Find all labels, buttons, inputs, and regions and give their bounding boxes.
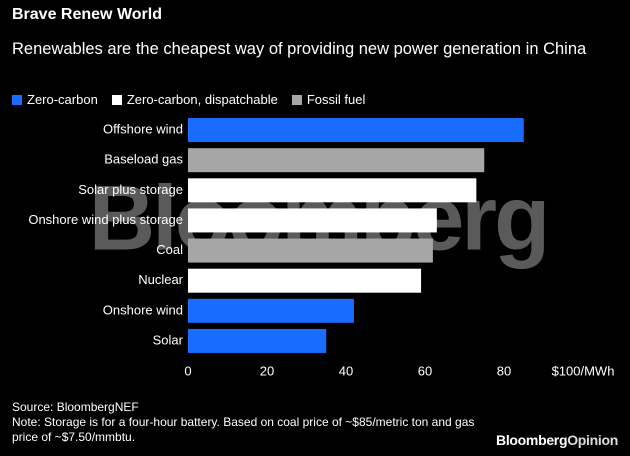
logo-main: Bloomberg [496, 432, 568, 448]
bar [188, 268, 422, 293]
chart-subtitle: Renewables are the cheapest way of provi… [12, 40, 587, 58]
y-tick-label: Onshore wind [103, 302, 183, 317]
x-tick-label: 20 [260, 363, 274, 378]
y-tick-label: Baseload gas [104, 152, 183, 167]
x-tick-label: 80 [497, 363, 511, 378]
bar [188, 118, 524, 143]
y-tick-label: Onshore wind plus storage [28, 212, 183, 227]
y-tick-label: Solar plus storage [78, 182, 183, 197]
legend-label: Zero-carbon, dispatchable [126, 92, 278, 107]
bar [188, 238, 433, 263]
note: Note: Storage is for a four-hour battery… [12, 415, 475, 444]
legend-label: Zero-carbon [27, 92, 98, 107]
legend-label: Fossil fuel [306, 92, 366, 107]
legend-swatch [12, 94, 22, 105]
legend-swatch [291, 94, 302, 105]
logo: BloombergOpinion [496, 432, 618, 448]
legend-item: Zero-carbon, dispatchable [111, 92, 278, 107]
bar [188, 148, 485, 173]
bar [188, 328, 327, 353]
y-tick-label: Coal [156, 242, 183, 257]
x-tick-label: $100/MWh [552, 363, 615, 378]
x-tick-label: 40 [339, 363, 353, 378]
bar [188, 178, 477, 203]
y-tick-label: Solar [153, 332, 184, 347]
legend-item: Fossil fuel [291, 92, 366, 107]
chart-title: Brave Renew World [12, 6, 162, 23]
x-tick-label: 60 [418, 363, 432, 378]
source: Source: BloombergNEF [12, 400, 139, 414]
legend: Zero-carbon Zero-carbon, dispatchable Foss… [12, 92, 379, 107]
bar [188, 208, 437, 233]
y-tick-label: Offshore wind [103, 122, 183, 137]
legend-swatch [111, 94, 122, 105]
y-tick-label: Nuclear [138, 272, 183, 287]
x-tick-label: 0 [184, 363, 191, 378]
legend-item: Zero-carbon [12, 92, 98, 107]
bar [188, 298, 354, 323]
logo-accent: Opinion [567, 432, 618, 448]
